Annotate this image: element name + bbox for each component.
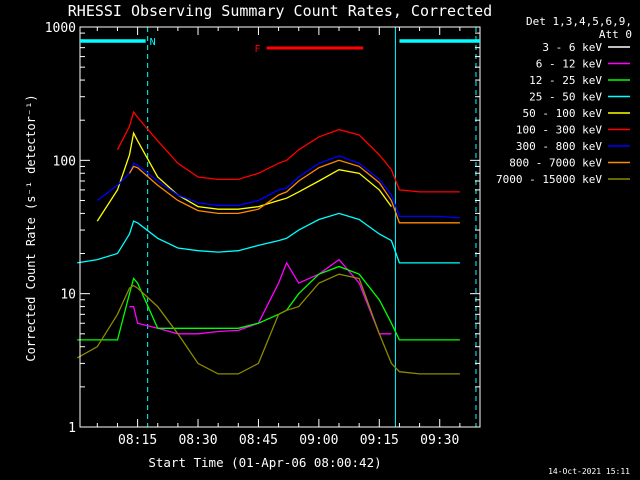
y-axis-label: Corrected Count Rate (s⁻¹ detector⁻¹)	[24, 94, 38, 361]
timestamp: 14-Oct-2021 15:11	[548, 467, 630, 476]
series-line-3	[77, 212, 460, 264]
legend-entry-label: 3 - 6 keV	[542, 41, 602, 54]
plot-area: 1 10 100 1000 08:15 08:30 08:45 09:00 09:15 09:30…	[45, 21, 481, 448]
legend-entry-label: 50 - 100 keV	[523, 107, 603, 120]
x-axis-label: Start Time (01-Apr-06 08:00:42)	[148, 455, 381, 470]
x-tick-label: 09:15	[360, 433, 399, 448]
y-tick-label: 1	[68, 421, 76, 436]
x-tick-label: 08:30	[178, 433, 217, 448]
chart-title: RHESSI Observing Summary Count Rates, Co…	[68, 2, 492, 20]
legend-header: Att 0	[599, 28, 632, 41]
series-line-5	[116, 110, 460, 193]
flare-label: F	[255, 44, 261, 55]
y-tick-label: 10	[60, 288, 76, 303]
legend-entry-label: 6 - 12 keV	[536, 58, 603, 71]
legend-header: Det 1,3,4,5,6,9,	[526, 15, 632, 28]
series-line-4	[96, 131, 392, 222]
night-label: N	[150, 37, 156, 48]
legend-entry-label: 12 - 25 keV	[529, 74, 602, 87]
series-line-2	[77, 265, 460, 341]
series-line-6	[96, 155, 460, 219]
legend-entry-label: 300 - 800 keV	[516, 140, 602, 153]
legend-entry-label: 7000 - 15000 keV	[496, 173, 602, 186]
series-line-8	[76, 273, 460, 375]
legend: Det 1,3,4,5,6,9,Att 03 - 6 keV 6 - 12 keV…	[496, 15, 632, 186]
legend-entry-label: 100 - 300 keV	[516, 124, 602, 137]
plot-frame	[79, 26, 481, 428]
x-tick-label: 08:15	[118, 433, 157, 448]
x-tick-label: 09:00	[299, 433, 338, 448]
legend-entry-label: 25 - 50 keV	[529, 91, 602, 104]
x-tick-label: 09:30	[420, 433, 459, 448]
legend-entry-label: 800 - 7000 keV	[509, 157, 602, 170]
series-line-7	[128, 159, 460, 224]
x-tick-label: 08:45	[239, 433, 278, 448]
y-tick-label: 100	[53, 154, 76, 169]
y-tick-label: 1000	[45, 21, 76, 36]
